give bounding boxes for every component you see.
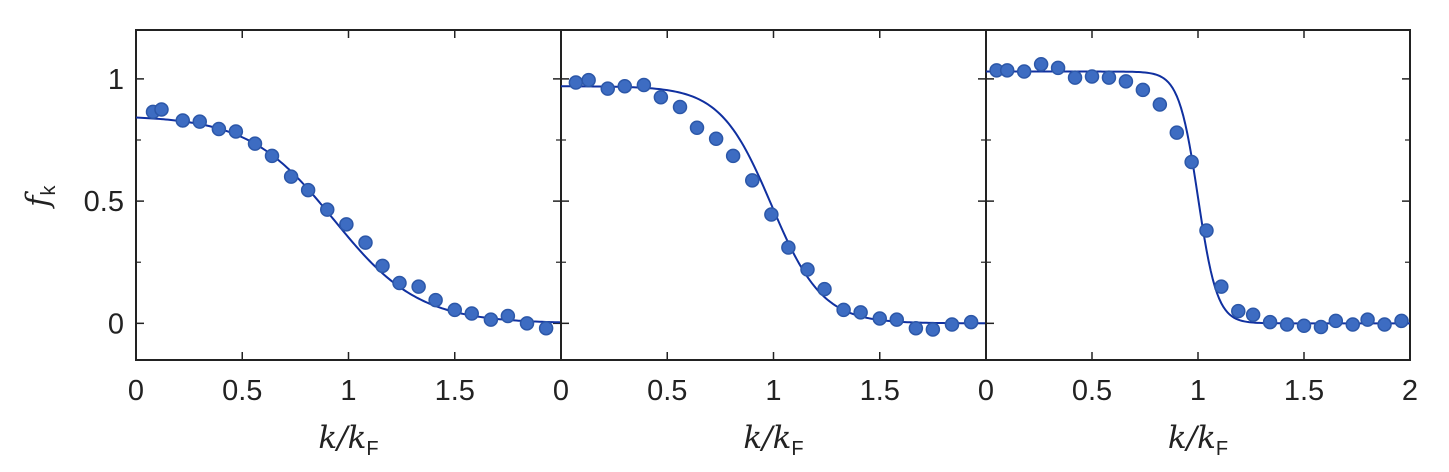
- data-point: [1199, 223, 1214, 238]
- data-point: [600, 81, 615, 96]
- data-point: [1184, 154, 1199, 170]
- data-point: [872, 311, 887, 326]
- data-point: [1231, 303, 1246, 319]
- data-point: [672, 99, 688, 115]
- data-point: [999, 63, 1015, 78]
- data-point: [358, 235, 373, 250]
- x-axis-label: k/kF: [318, 420, 378, 460]
- data-point: [889, 312, 904, 327]
- data-point: [264, 148, 280, 164]
- data-point: [320, 202, 335, 217]
- data-point: [1345, 317, 1361, 332]
- x-tick-label: 1.5: [860, 375, 900, 407]
- data-point: [500, 308, 516, 324]
- data-point: [154, 102, 169, 117]
- x-tick-label: 1: [1190, 375, 1206, 407]
- x-tick-label: 1.5: [435, 375, 475, 407]
- data-point: [392, 275, 407, 291]
- data-point: [339, 217, 354, 232]
- data-point: [708, 131, 724, 147]
- data-point: [725, 148, 741, 164]
- data-point: [1016, 64, 1032, 79]
- data-point: [817, 281, 832, 297]
- fit-curve: [560, 85, 986, 325]
- data-point: [1328, 313, 1344, 329]
- data-point: [1313, 319, 1329, 335]
- data-point: [764, 207, 779, 222]
- data-point: [1135, 82, 1151, 98]
- data-point: [963, 314, 979, 330]
- y-tick-label: 1: [108, 64, 124, 96]
- data-point: [853, 305, 868, 320]
- x-tick-label: 2: [1402, 375, 1418, 407]
- data-point: [1169, 125, 1185, 140]
- x-tick-label: 0.5: [1072, 375, 1112, 407]
- data-point: [411, 279, 426, 294]
- data-point: [1050, 60, 1066, 76]
- data-point: [1377, 317, 1392, 332]
- x-tick-label: 0: [553, 375, 569, 407]
- data-point: [447, 302, 462, 318]
- data-point: [836, 302, 851, 318]
- data-point: [375, 258, 390, 274]
- data-point: [617, 78, 632, 94]
- data-point: [1394, 313, 1409, 329]
- x-tick-label: 1.5: [1284, 375, 1324, 407]
- data-point: [1214, 279, 1229, 294]
- panel-middle: 0 0.5 1 1.5 k/kF: [553, 29, 987, 460]
- data-point: [944, 317, 960, 332]
- fit-curve: [986, 70, 1410, 325]
- axes-frame: [135, 29, 562, 361]
- data-point: [1360, 312, 1375, 327]
- data-point: [247, 136, 263, 151]
- data-point: [428, 292, 443, 308]
- x-tick-label: 1: [340, 375, 356, 407]
- y-tick-label: 0: [108, 308, 124, 340]
- data-point: [300, 182, 316, 198]
- panel-left: 0 0.5 1 1.5 0 0.5 1 k/kF fk: [20, 29, 562, 460]
- data-point: [1118, 74, 1134, 89]
- data-point: [745, 173, 760, 188]
- data-point: [192, 114, 207, 129]
- data-point: [781, 240, 796, 255]
- data-point: [1262, 314, 1278, 330]
- data-point: [689, 120, 705, 136]
- data-point: [283, 169, 299, 184]
- data-point: [519, 316, 535, 331]
- data-point: [800, 262, 815, 277]
- data-point: [1296, 318, 1312, 334]
- data-point: [653, 89, 669, 105]
- data-point: [1033, 56, 1049, 72]
- x-tick-label: 0.5: [647, 375, 687, 407]
- data-point: [175, 113, 190, 128]
- data-point: [1101, 70, 1117, 85]
- data-point: [1084, 69, 1100, 84]
- data-point: [464, 306, 479, 321]
- data-point: [228, 124, 244, 139]
- y-tick-label: 0.5: [84, 186, 124, 218]
- data-point: [1152, 97, 1168, 112]
- data-point: [908, 320, 924, 336]
- x-axis-label: k/kF: [1168, 420, 1228, 460]
- data-point: [211, 121, 227, 137]
- x-tick-label: 0.5: [222, 375, 262, 407]
- x-axis-label: k/kF: [743, 420, 803, 460]
- x-tick-label: 0: [128, 375, 144, 407]
- data-point: [581, 72, 596, 88]
- data-point: [483, 312, 499, 327]
- y-axis-label: fk: [20, 184, 60, 208]
- data-point: [1279, 317, 1295, 332]
- x-tick-label: 0: [978, 375, 994, 407]
- data-point: [538, 320, 554, 336]
- x-tick-label: 1: [765, 375, 781, 407]
- panel-right: 0 0.5 1 1.5 2 k/kF: [978, 29, 1418, 460]
- data-point: [1067, 70, 1083, 85]
- data-point: [636, 77, 652, 93]
- data-point: [1245, 307, 1261, 323]
- data-point: [925, 322, 941, 337]
- data-point: [568, 75, 584, 90]
